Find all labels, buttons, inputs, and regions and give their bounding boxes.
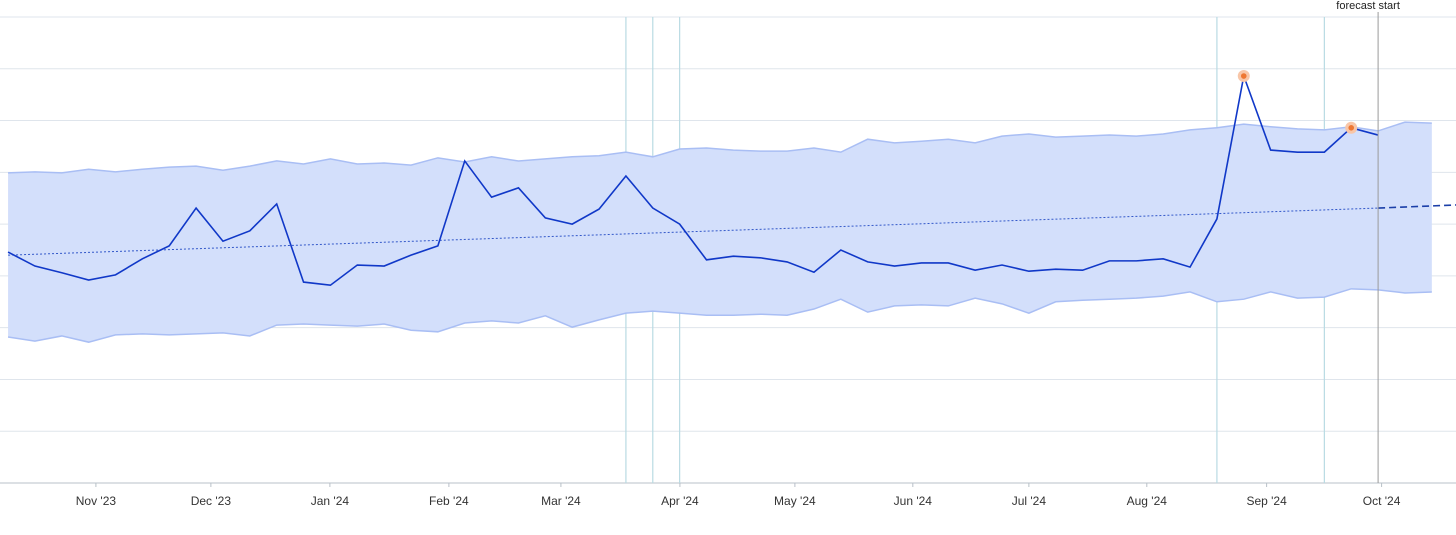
x-tick-label: Sep '24 [1246,494,1287,508]
x-tick-label: May '24 [774,494,816,508]
x-tick-label: Aug '24 [1127,494,1168,508]
band-lower-edge [7,288,1432,343]
x-tick-label: Apr '24 [661,494,699,508]
confidence-band [8,122,1432,343]
x-tick-label: Nov '23 [76,494,117,508]
forecast-start-label: forecast start [1336,0,1400,12]
x-tick-label: Mar '24 [541,494,581,508]
data-line [7,73,1379,287]
x-tick-label: Dec '23 [191,494,232,508]
trend-line [8,207,1379,256]
anomaly-point [1348,125,1355,131]
anomaly-point [1240,73,1247,79]
x-tick-label: Oct '24 [1363,494,1401,508]
x-tick-label: Feb '24 [429,494,469,508]
forecast-trend-line [1378,204,1456,209]
x-tick-label: Jun '24 [894,494,933,508]
x-tick-label: Jan '24 [311,494,350,508]
x-tick-label: Jul '24 [1012,494,1047,508]
band-upper-edge [8,121,1432,174]
